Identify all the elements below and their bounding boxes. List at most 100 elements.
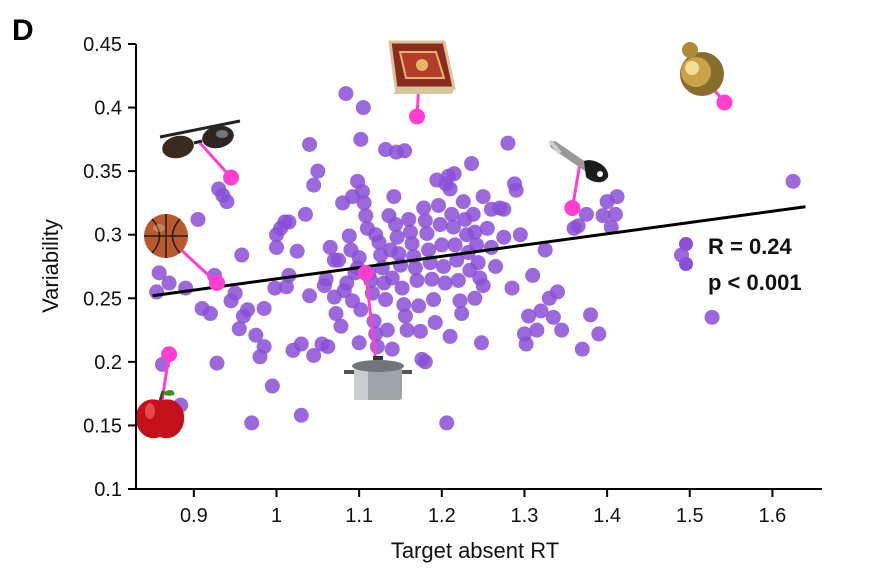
- data-point: [435, 259, 451, 274]
- data-point: [397, 143, 413, 159]
- data-point: [338, 86, 354, 102]
- data-point: [419, 225, 435, 241]
- y-ticks: 0.1 0.15 0.2 0.25 0.3 0.35 0.4 0.45: [83, 34, 136, 501]
- data-point: [202, 306, 218, 322]
- legend-marker-r: [679, 237, 693, 251]
- data-point: [437, 275, 453, 291]
- data-point: [190, 211, 206, 227]
- data-point: [507, 176, 523, 192]
- data-point: [533, 303, 549, 319]
- data-point: [278, 279, 294, 295]
- doorknob-icon: [680, 42, 724, 96]
- data-point: [473, 335, 489, 351]
- basketball-icon: [144, 214, 188, 258]
- data-point: [591, 326, 607, 342]
- data-point: [424, 271, 440, 287]
- cooking-pot-icon: [344, 356, 412, 400]
- data-point: [293, 336, 309, 352]
- data-point: [496, 229, 512, 245]
- data-point: [409, 272, 425, 288]
- data-point: [475, 278, 491, 294]
- data-point: [445, 219, 461, 235]
- y-tick-label: 0.2: [94, 352, 122, 374]
- data-point: [785, 173, 801, 189]
- data-point: [488, 259, 504, 274]
- data-point: [504, 280, 520, 296]
- data-point: [306, 348, 322, 363]
- data-point: [320, 339, 336, 355]
- highlighted-point: [161, 346, 178, 363]
- data-point: [244, 415, 260, 431]
- data-point: [452, 293, 468, 309]
- y-axis-title: Variability: [38, 219, 63, 313]
- data-point: [227, 285, 243, 301]
- data-point: [404, 236, 420, 252]
- data-point: [416, 200, 432, 216]
- rug-icon: [388, 40, 456, 94]
- data-point: [407, 260, 423, 276]
- x-tick-label: 1: [271, 505, 282, 527]
- data-point: [379, 322, 395, 338]
- data-point: [234, 247, 250, 263]
- x-tick-label: 1.6: [759, 505, 787, 527]
- data-point: [302, 288, 318, 304]
- peeler-icon: [548, 139, 609, 183]
- data-point: [421, 242, 437, 258]
- regression-line: [152, 205, 806, 298]
- highlighted-point: [564, 200, 581, 217]
- data-point: [518, 336, 534, 352]
- y-tick-label: 0.35: [83, 161, 122, 183]
- data-point: [351, 250, 367, 266]
- x-ticks: 0.9 1 1.1 1.2 1.3 1.4 1.5 1.6: [180, 489, 786, 527]
- data-point: [396, 297, 412, 313]
- stat-p: p < 0.001: [708, 270, 802, 295]
- x-tick-label: 0.9: [180, 505, 208, 527]
- data-point: [219, 194, 235, 210]
- panel-letter: D: [12, 14, 34, 47]
- data-point: [306, 177, 322, 193]
- y-tick-label: 0.1: [94, 479, 122, 501]
- data-point: [341, 228, 357, 244]
- data-point: [467, 290, 483, 306]
- data-point: [464, 156, 480, 172]
- data-point: [256, 300, 272, 316]
- data-point: [328, 306, 344, 322]
- data-point: [583, 307, 599, 323]
- y-tick-label: 0.4: [94, 98, 122, 120]
- data-point: [426, 292, 442, 308]
- y-tick-label: 0.45: [83, 34, 122, 56]
- data-point: [333, 318, 349, 334]
- data-point: [483, 201, 499, 217]
- data-point: [345, 189, 361, 205]
- data-point: [248, 327, 264, 343]
- data-point: [432, 217, 448, 233]
- data-point: [231, 321, 247, 337]
- data-point: [411, 298, 427, 314]
- data-point: [297, 206, 313, 222]
- data-point: [465, 206, 481, 222]
- data-point: [391, 246, 407, 262]
- data-point: [397, 308, 413, 324]
- data-point: [293, 407, 309, 423]
- data-point: [595, 208, 611, 224]
- data-point: [479, 220, 495, 236]
- data-point: [537, 242, 553, 258]
- data-point: [455, 194, 471, 210]
- data-point: [512, 227, 528, 243]
- data-point: [529, 322, 545, 338]
- data-point: [351, 335, 367, 351]
- data-point: [603, 219, 619, 235]
- data-point: [412, 323, 428, 339]
- data-point: [256, 339, 272, 355]
- highlighted-point: [357, 264, 374, 281]
- highlighted-point: [208, 275, 225, 292]
- data-point: [267, 280, 283, 296]
- stats-legend: R = 0.24 p < 0.001: [679, 234, 802, 295]
- data-point: [470, 255, 486, 271]
- highlighted-points: [161, 94, 733, 363]
- data-point: [446, 166, 462, 182]
- x-tick-label: 1.2: [428, 505, 456, 527]
- data-point: [389, 229, 405, 245]
- data-point: [496, 201, 512, 217]
- data-point: [384, 341, 400, 357]
